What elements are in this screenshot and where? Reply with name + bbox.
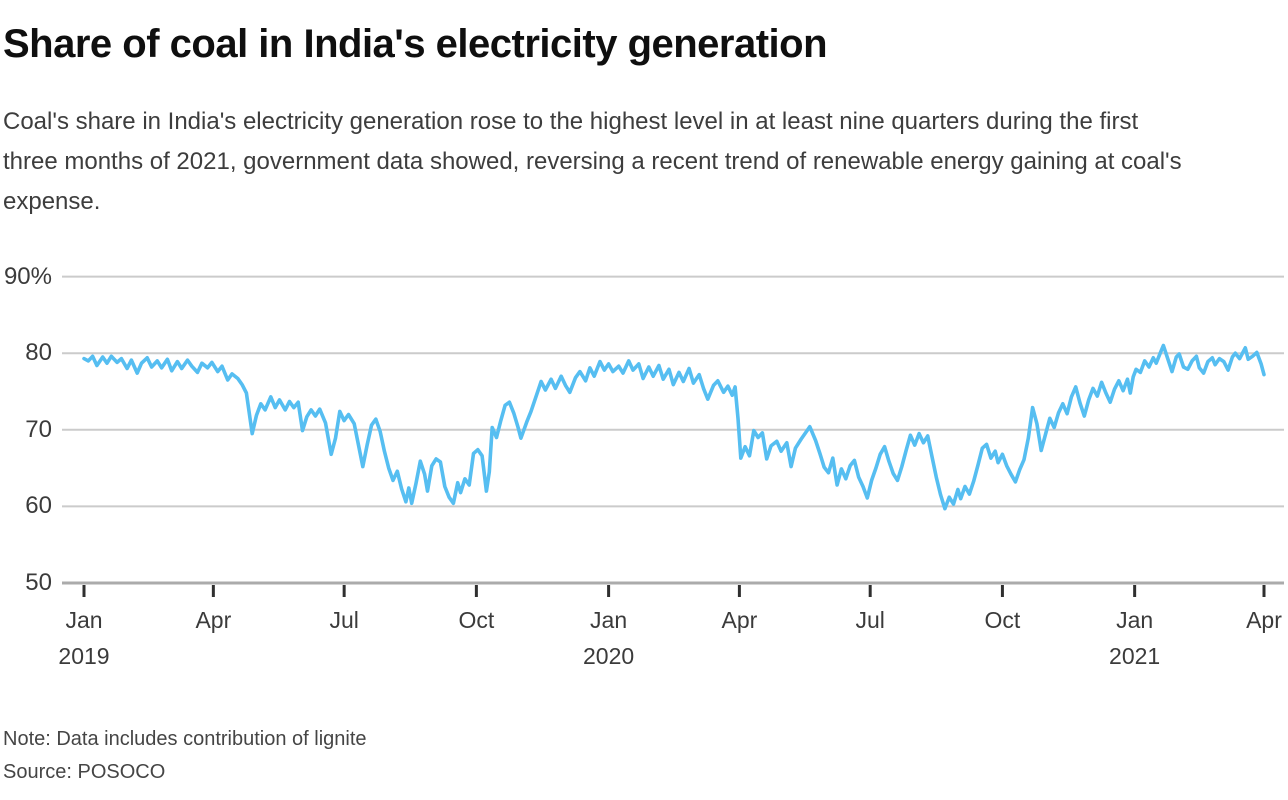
x-tick-label-2019-04-01: Apr <box>195 607 232 633</box>
x-tick-label-2021-04-01: Apr <box>1246 607 1282 633</box>
x-year-label-2019: 2019 <box>58 643 110 669</box>
x-year-label-2021: 2021 <box>1109 643 1161 669</box>
x-tick-label-2020-10-01: Oct <box>984 607 1021 633</box>
x-tick-label-2020-07-01: Jul <box>855 607 885 633</box>
coal-share-series-line <box>82 343 1266 511</box>
x-tick-label-2019-07-01: Jul <box>329 607 359 633</box>
x-tick-label-2021-01-01: Jan <box>1116 607 1154 633</box>
chart-source: Source: POSOCO <box>3 761 166 783</box>
y-tick-label-70: 70 <box>25 415 52 443</box>
chart-note: Note: Data includes contribution of lign… <box>3 728 367 750</box>
x-tick-label-2019-01-01: Jan <box>65 607 103 633</box>
y-tick-label-50: 50 <box>25 569 52 596</box>
x-year-label-2020: 2020 <box>583 643 635 669</box>
x-tick-label-2019-10-01: Oct <box>458 607 495 633</box>
x-tick-label-2020-01-01: Jan <box>590 607 628 633</box>
page-subtitle: Coal's share in India's electricity gene… <box>3 108 1182 215</box>
y-tick-label-90: 90% <box>3 262 52 290</box>
y-tick-label-60: 60 <box>25 492 52 520</box>
page-title: Share of coal in India's electricity gen… <box>3 22 828 66</box>
y-tick-label-80: 80 <box>25 339 52 367</box>
x-tick-label-2020-04-01: Apr <box>721 607 758 633</box>
